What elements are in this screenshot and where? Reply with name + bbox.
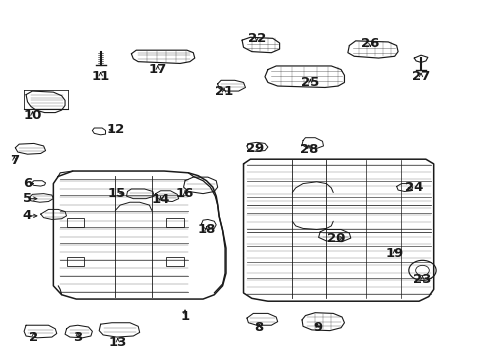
Text: 3: 3 [73,330,82,343]
Text: 1: 1 [180,310,189,324]
Bar [66,257,83,266]
Text: 14: 14 [151,193,169,206]
Bar [166,218,183,226]
Text: 17: 17 [148,63,166,76]
Text: 24: 24 [404,181,423,194]
Text: 21: 21 [214,85,233,98]
Text: 26: 26 [360,36,379,50]
Text: 29: 29 [245,142,264,155]
Text: 4: 4 [23,210,32,222]
Text: 8: 8 [254,321,263,334]
Text: 22: 22 [247,32,265,45]
Text: 11: 11 [91,69,109,82]
Text: 6: 6 [23,177,32,190]
Text: 20: 20 [326,231,345,244]
Text: 16: 16 [176,187,194,200]
Text: 23: 23 [412,273,431,286]
Text: 27: 27 [411,70,429,83]
Bar [66,218,83,226]
Text: 2: 2 [29,330,39,343]
Text: 12: 12 [106,123,124,136]
Bar [166,257,183,266]
Text: 25: 25 [301,76,319,89]
Text: 5: 5 [23,192,32,205]
Text: 13: 13 [108,336,127,348]
Text: 9: 9 [312,321,322,334]
Text: 18: 18 [197,223,215,236]
Text: 19: 19 [385,247,403,260]
Text: 10: 10 [23,109,41,122]
Text: 15: 15 [107,187,125,200]
Text: 28: 28 [299,143,317,156]
Text: 7: 7 [10,154,19,167]
